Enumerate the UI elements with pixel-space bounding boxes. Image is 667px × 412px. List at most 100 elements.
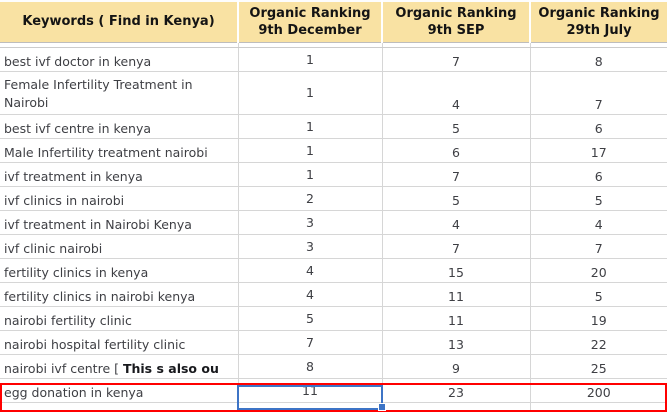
col-header-keywords[interactable]: Keywords ( Find in Kenya) (0, 0, 239, 43)
rank-cell-jul29[interactable]: 20 (530, 258, 667, 283)
rank-cell-sep9[interactable]: 13 (382, 330, 531, 355)
rank-cell-dec9[interactable]: 2 (238, 186, 383, 211)
keyword-text: egg donation in kenya (4, 385, 144, 400)
rank-cell-sep9[interactable]: 7 (382, 234, 531, 259)
rank-cell-jul29[interactable]: 200 (530, 402, 667, 412)
keyword-cell[interactable]: Male Infertility treatment nairobi (0, 138, 239, 163)
rank-cell-sep9[interactable]: 7 (382, 47, 531, 72)
keyword-cell[interactable]: nairobi hospital fertility clinic (0, 330, 239, 355)
rank-cell-dec9[interactable]: 1 (238, 114, 383, 139)
rank-cell-dec9[interactable]: 8 (238, 354, 383, 379)
rank-cell-dec9[interactable]: 4 (238, 282, 383, 307)
keyword-cell[interactable]: fertility clinics in nairobi kenya (0, 282, 239, 307)
col-header-sep9-ranking[interactable]: Organic Ranking 9th SEP (382, 0, 531, 43)
keyword-text: fertility clinics in kenya (4, 265, 149, 280)
rank-cell-jul29[interactable]: 17 (530, 138, 667, 163)
rank-cell-sep9[interactable]: 4 (382, 71, 531, 115)
keyword-text: best ivf centre in kenya (4, 121, 152, 136)
table-row: ivf clinics in nairobi 2 5 5 (0, 186, 667, 211)
keyword-text: Male Infertility treatment nairobi (4, 145, 208, 160)
keyword-text: Female Infertility Treatment in Nairobi (4, 76, 193, 110)
keyword-bold-note: This s also ou (122, 361, 219, 376)
header-row: Keywords ( Find in Kenya) Organic Rankin… (0, 0, 667, 43)
keyword-text: nairobi ivf centre [ (4, 361, 123, 376)
rank-cell-dec9[interactable]: 1 (238, 162, 383, 187)
keyword-cell[interactable]: ivf treatment in Nairobi Kenya (0, 210, 239, 235)
rank-cell-sep9[interactable]: 15 (382, 258, 531, 283)
rank-cell-jul29[interactable]: 22 (530, 330, 667, 355)
rank-cell-dec9[interactable]: 5 (238, 306, 383, 331)
table-row: Female Infertility Treatment in Nairobi … (0, 71, 667, 115)
table-row: Male Infertility treatment nairobi 1 6 1… (0, 138, 667, 163)
col-header-dec9-ranking[interactable]: Organic Ranking 9th December (238, 0, 383, 43)
rank-cell-dec9[interactable]: 3 (238, 210, 383, 235)
keyword-text: fertility clinics in nairobi kenya (4, 289, 196, 304)
keyword-text: ivf clinic nairobi (4, 241, 103, 256)
rank-cell-jul29[interactable]: 8 (530, 47, 667, 72)
table-row: nairobi fertility clinic 5 11 19 (0, 306, 667, 331)
rank-cell-sep9[interactable]: 5 (382, 186, 531, 211)
keyword-cell[interactable]: ivf clinics in nairobi (0, 186, 239, 211)
rank-cell-jul29[interactable]: 6 (530, 114, 667, 139)
rank-cell-dec9[interactable]: 1 (238, 138, 383, 163)
table-row: ivf treatment in kenya 1 7 6 (0, 162, 667, 187)
rank-cell-jul29[interactable]: 4 (530, 210, 667, 235)
rank-cell-sep9[interactable]: 11 (382, 306, 531, 331)
rank-cell-dec9[interactable]: 4 (238, 258, 383, 283)
keyword-cell[interactable]: fertility clinics in kenya (0, 258, 239, 283)
rank-cell-jul29[interactable]: 200 (530, 378, 667, 403)
keyword-cell[interactable]: best ivf centre in kenya (0, 114, 239, 139)
rank-cell-dec9[interactable]: 11 (238, 378, 383, 403)
keyword-cell[interactable]: nairobi fertility clinic (0, 306, 239, 331)
rank-cell-dec9[interactable]: 3 (238, 234, 383, 259)
rank-cell-dec9[interactable]: 7 (238, 330, 383, 355)
table-body: best ivf doctor in kenya 1 7 8 Female In… (0, 47, 667, 412)
rank-cell-sep9[interactable]: 6 (382, 138, 531, 163)
rank-cell-dec9[interactable]: 30 (238, 402, 383, 412)
rank-cell-jul29[interactable]: 7 (530, 71, 667, 115)
fill-handle[interactable] (378, 403, 386, 411)
rank-cell-dec9[interactable]: 1 (238, 71, 383, 115)
keyword-cell[interactable]: ivf clinic nairobi (0, 234, 239, 259)
keyword-cell[interactable]: best ivf doctor in kenya (0, 47, 239, 72)
spacer-row (0, 42, 667, 48)
table-row: fertility clinics in nairobi kenya 4 11 … (0, 282, 667, 307)
keyword-text: nairobi fertility clinic (4, 313, 132, 328)
keyword-cell[interactable]: nairobi ivf centre [ This s also ou (0, 354, 239, 379)
table-row: best ivf doctor in kenya 1 7 8 (0, 47, 667, 72)
rank-cell-jul29[interactable]: 7 (530, 234, 667, 259)
table-row: nairobi hospital fertility clinic 7 13 2… (0, 330, 667, 355)
table-row: ivf treatment in Nairobi Kenya 3 4 4 (0, 210, 667, 235)
keyword-text: best ivf doctor in kenya (4, 54, 152, 69)
rank-cell-jul29[interactable]: 6 (530, 162, 667, 187)
rank-cell-sep9[interactable]: 9 (382, 354, 531, 379)
table-row: egg donation in kenya 11 23 200 (0, 378, 667, 403)
rank-cell-jul29[interactable]: 25 (530, 354, 667, 379)
rank-cell-sep9[interactable]: 5 (382, 114, 531, 139)
keyword-text: nairobi hospital fertility clinic (4, 337, 186, 352)
rank-cell-dec9[interactable]: 1 (238, 47, 383, 72)
rank-cell-sep9[interactable]: 23 (382, 378, 531, 403)
rank-cell-jul29[interactable]: 19 (530, 306, 667, 331)
table-row: ivf with donor embryo 30 200 200 (0, 402, 667, 412)
keyword-cell[interactable]: egg donation in kenya (0, 378, 239, 403)
table-row: ivf clinic nairobi 3 7 7 (0, 234, 667, 259)
keyword-cell[interactable]: Female Infertility Treatment in Nairobi (0, 71, 239, 115)
rank-cell-sep9[interactable]: 4 (382, 210, 531, 235)
table-row: fertility clinics in kenya 4 15 20 (0, 258, 667, 283)
rank-cell-jul29[interactable]: 5 (530, 186, 667, 211)
keyword-cell[interactable]: ivf treatment in kenya (0, 162, 239, 187)
rank-cell-sep9[interactable]: 7 (382, 162, 531, 187)
keyword-text: ivf treatment in kenya (4, 169, 143, 184)
rank-cell-sep9[interactable]: 200 (382, 402, 531, 412)
keyword-text: ivf treatment in Nairobi Kenya (4, 217, 192, 232)
col-header-jul29-ranking[interactable]: Organic Ranking 29th July (530, 0, 667, 43)
keyword-text: ivf clinics in nairobi (4, 193, 125, 208)
rank-cell-sep9[interactable]: 11 (382, 282, 531, 307)
rank-cell-jul29[interactable]: 5 (530, 282, 667, 307)
table-row: nairobi ivf centre [ This s also ou 8 9 … (0, 354, 667, 379)
keyword-cell[interactable]: ivf with donor embryo (0, 402, 239, 412)
table-row: best ivf centre in kenya 1 5 6 (0, 114, 667, 139)
